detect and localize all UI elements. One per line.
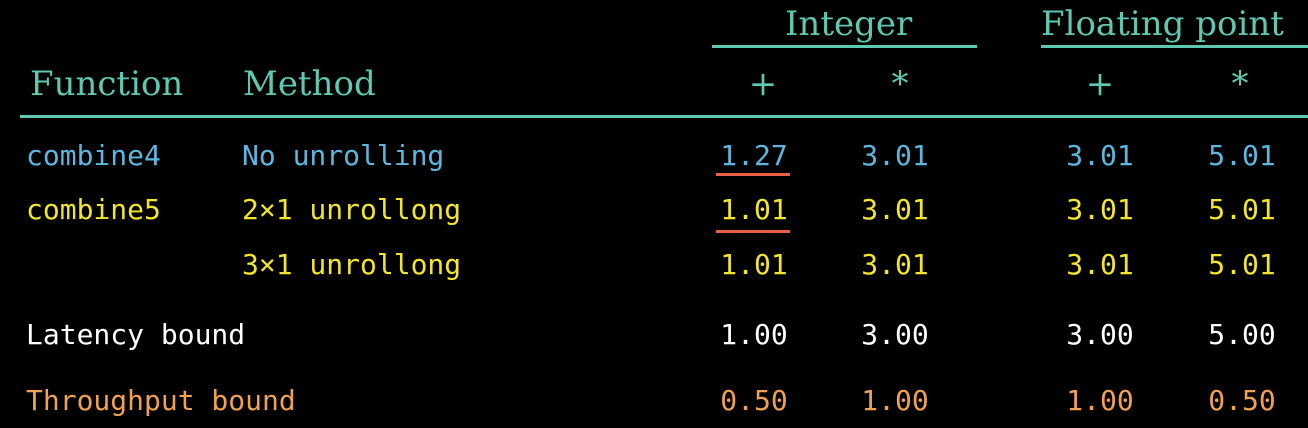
latency-int-add: 1.00 (720, 318, 788, 351)
integer-mul-header: * (891, 64, 909, 104)
row-fp-add: 3.01 (1066, 193, 1134, 226)
row-int-mul: 3.01 (861, 193, 929, 226)
row-function: combine5 (26, 193, 161, 226)
row-method: 2×1 unrollong (242, 193, 462, 226)
latency-fp-mul: 5.00 (1208, 318, 1276, 351)
highlight-underline (716, 230, 790, 233)
row-fp-mul: 5.01 (1208, 193, 1276, 226)
throughput-bound-label: Throughput bound (26, 384, 296, 417)
latency-fp-add: 3.00 (1066, 318, 1134, 351)
fp-add-header: + (1085, 64, 1115, 104)
row-int-mul: 3.01 (861, 139, 929, 172)
row-fp-add: 3.01 (1066, 248, 1134, 281)
throughput-int-add: 0.50 (720, 384, 788, 417)
integer-underline (712, 45, 977, 48)
row-int-add: 1.01 (720, 193, 788, 226)
row-method: 3×1 unrollong (242, 248, 462, 281)
throughput-int-mul: 1.00 (861, 384, 929, 417)
throughput-fp-add: 1.00 (1066, 384, 1134, 417)
function-column-header: Function (30, 64, 184, 104)
latency-bound-label: Latency bound (26, 318, 246, 351)
floating-point-underline (1041, 45, 1308, 48)
row-method: No unrolling (242, 139, 445, 172)
highlight-underline (716, 173, 790, 176)
throughput-fp-mul: 0.50 (1208, 384, 1276, 417)
row-fp-add: 3.01 (1066, 139, 1134, 172)
integer-add-header: + (748, 64, 778, 104)
row-int-add: 1.27 (720, 139, 788, 172)
method-column-header: Method (243, 64, 376, 104)
header-rule (20, 115, 1308, 118)
row-int-mul: 3.01 (861, 248, 929, 281)
latency-int-mul: 3.00 (861, 318, 929, 351)
row-fp-mul: 5.01 (1208, 139, 1276, 172)
row-function: combine4 (26, 139, 161, 172)
fp-mul-header: * (1231, 64, 1249, 104)
integer-header: Integer (785, 4, 913, 44)
row-fp-mul: 5.01 (1208, 248, 1276, 281)
floating-point-header: Floating point (1041, 4, 1284, 44)
row-int-add: 1.01 (720, 248, 788, 281)
